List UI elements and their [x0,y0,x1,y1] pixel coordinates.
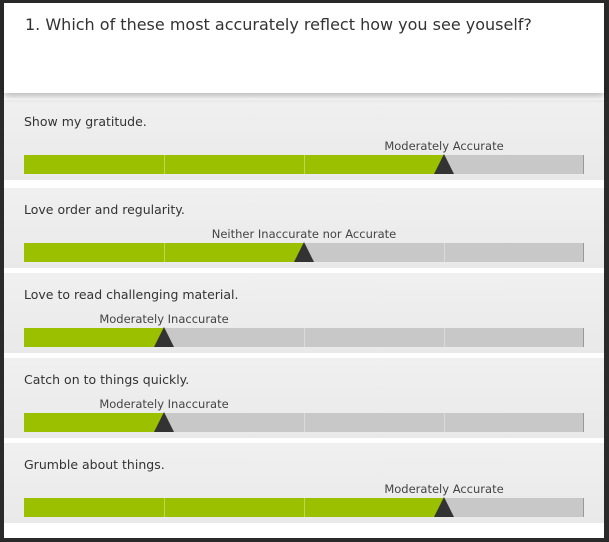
slider-fill [24,498,444,517]
question-title: 1. Which of these most accurately reflec… [25,15,532,34]
value-label: Moderately Accurate [384,482,504,496]
slider-thumb-icon[interactable] [294,242,314,262]
rating-item: Catch on to things quickly. Moderately I… [4,358,604,438]
slider-tick [304,155,305,174]
rating-slider[interactable] [24,242,584,262]
item-label: Catch on to things quickly. [24,372,190,387]
slider-fill [24,243,304,262]
rating-item: Grumble about things. Moderately Accurat… [4,443,604,523]
slider-tick [304,498,305,517]
rating-slider[interactable] [24,412,584,432]
slider-tick [164,243,165,262]
rating-slider[interactable] [24,327,584,347]
slider-tick [164,498,165,517]
slider-tick [164,155,165,174]
slider-tick [444,328,445,347]
slider-tick [304,413,305,432]
slider-thumb-icon[interactable] [154,327,174,347]
item-label: Grumble about things. [24,457,165,472]
slider-tick [304,328,305,347]
value-label: Moderately Accurate [384,139,504,153]
slider-thumb-icon[interactable] [434,497,454,517]
value-label: Moderately Inaccurate [99,312,229,326]
item-label: Show my gratitude. [24,114,147,129]
slider-fill [24,413,164,432]
question-header: 1. Which of these most accurately reflec… [4,3,604,93]
rating-item: Love to read challenging material. Moder… [4,273,604,353]
value-label: Moderately Inaccurate [99,397,229,411]
value-label: Neither Inaccurate nor Accurate [211,227,397,241]
rating-slider[interactable] [24,154,584,174]
item-label: Love order and regularity. [24,202,185,217]
survey-card: 1. Which of these most accurately reflec… [4,3,604,538]
item-label: Love to read challenging material. [24,287,239,302]
rating-slider[interactable] [24,497,584,517]
rating-item: Show my gratitude. Moderately Accurate [4,100,604,180]
slider-thumb-icon[interactable] [434,154,454,174]
slider-fill [24,328,164,347]
slider-thumb-icon[interactable] [154,412,174,432]
slider-tick [444,243,445,262]
slider-fill [24,155,444,174]
rating-item: Love order and regularity. Neither Inacc… [4,188,604,268]
slider-tick [444,413,445,432]
